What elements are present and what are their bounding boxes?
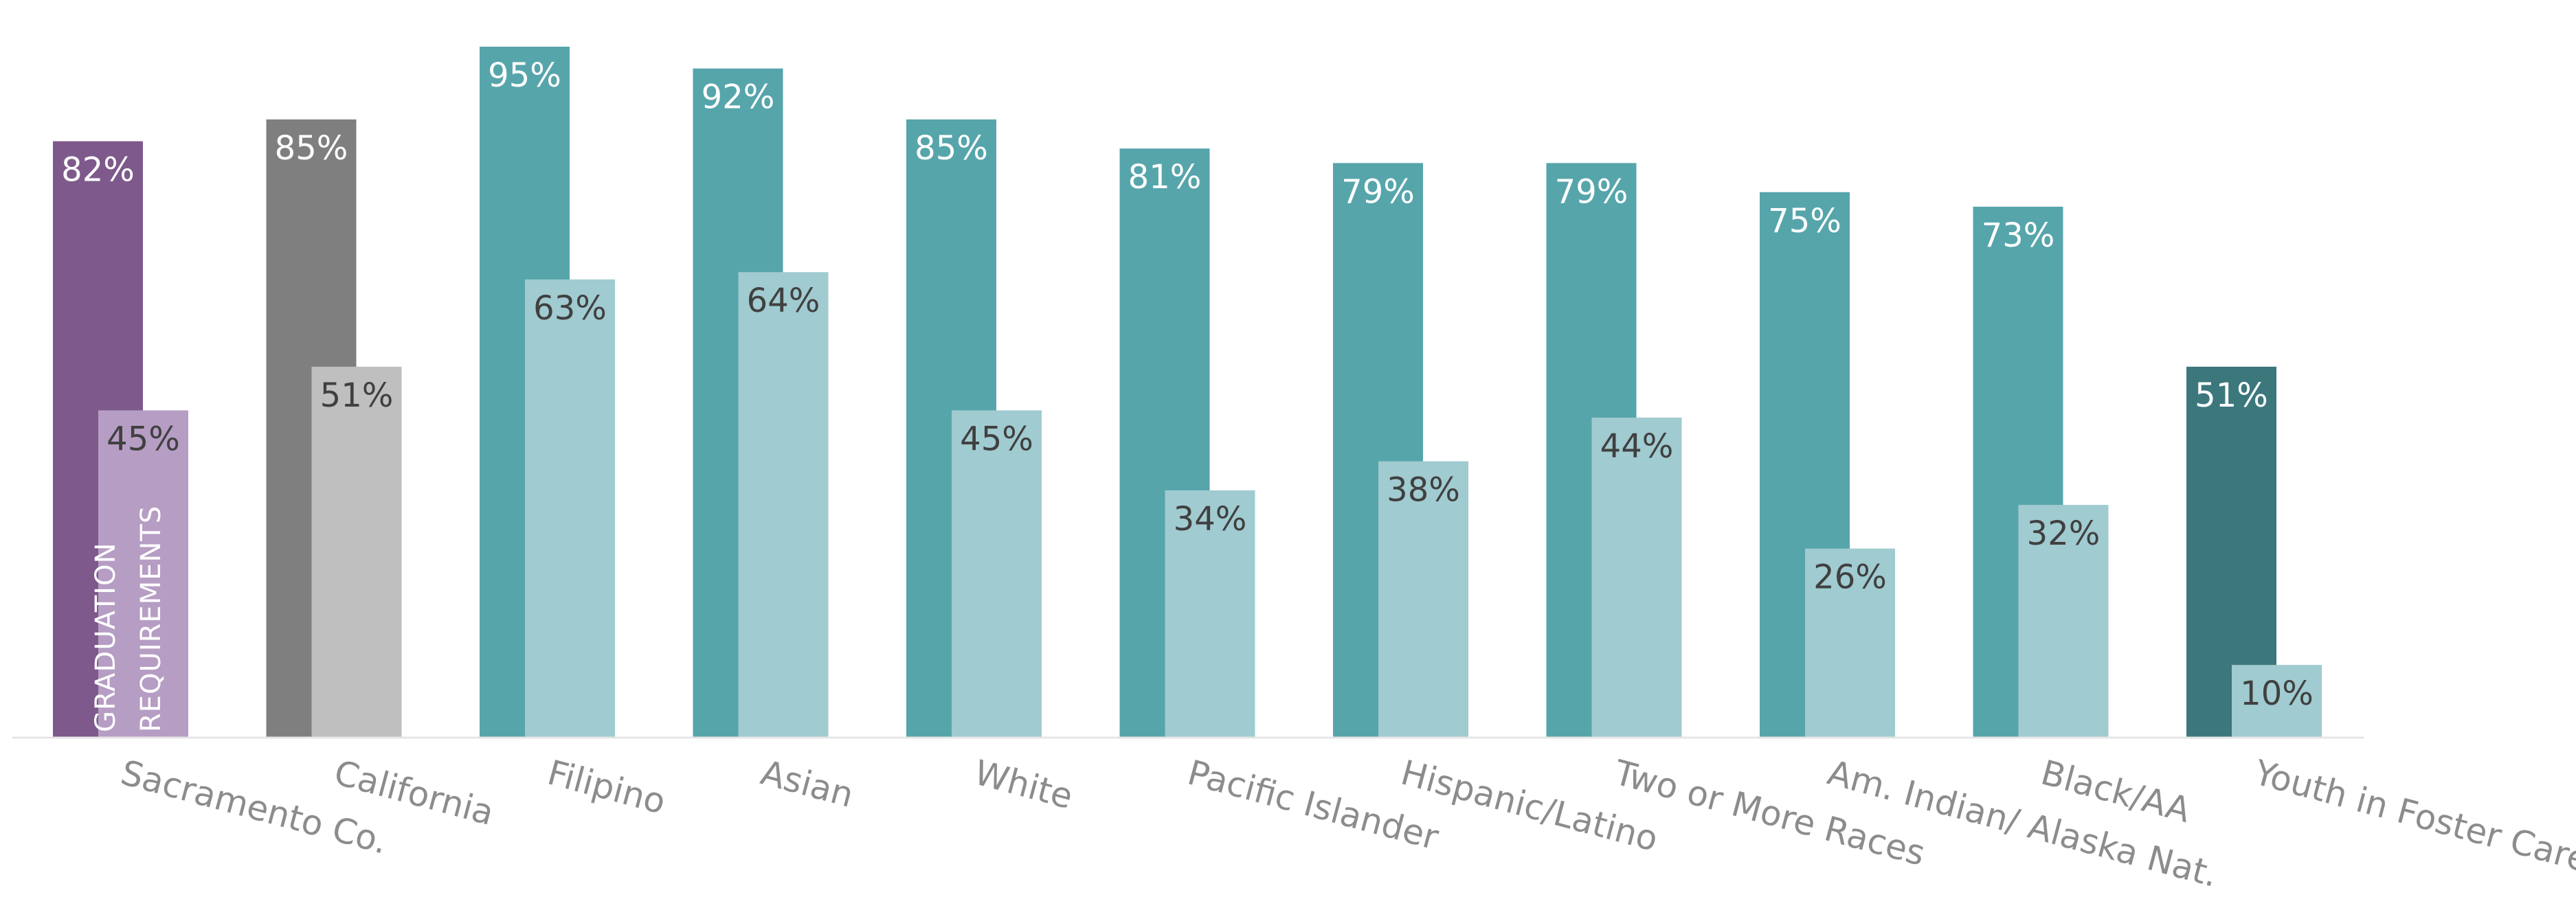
data-labels-group: 82% 45% 85% 51% 95% 63% 92% 64% 85% 45% 81% 34% 79% 3… [61, 56, 2314, 713]
data-label-secondary-0: 45% [107, 420, 180, 458]
bar-secondary-9 [2018, 505, 2109, 738]
data-label-primary-8: 75% [1768, 202, 1841, 240]
data-label-secondary-1: 51% [320, 376, 394, 415]
data-label-primary-2: 95% [488, 56, 561, 95]
data-label-primary-3: 92% [702, 78, 775, 117]
data-label-secondary-2: 63% [533, 289, 607, 328]
x-tick-label-4: White [970, 753, 1077, 817]
x-tick-label-10: Youth in Foster Care [2250, 752, 2576, 880]
bar-secondary-6 [1378, 461, 1468, 738]
data-label-secondary-4: 45% [960, 420, 1033, 458]
bar-secondary-0 [98, 410, 188, 738]
x-tick-label-2: Filipino [544, 753, 670, 822]
data-label-primary-0: 82% [61, 151, 135, 190]
bar-secondary-3 [738, 272, 829, 738]
bar-secondary-2 [525, 279, 615, 738]
data-label-primary-6: 79% [1341, 172, 1415, 211]
bar-secondary-4 [952, 410, 1042, 738]
data-label-secondary-8: 26% [1813, 558, 1887, 597]
data-label-primary-9: 73% [1982, 216, 2055, 255]
annotation-line-0: GRADUATION [90, 542, 122, 732]
data-label-secondary-5: 34% [1174, 500, 1247, 538]
data-label-primary-10: 51% [2195, 376, 2268, 415]
annotation-line-1: REQUIREMENTS [135, 506, 167, 732]
data-label-primary-4: 85% [915, 129, 988, 168]
bar-secondary-7 [1591, 418, 1682, 738]
data-label-secondary-10: 10% [2240, 674, 2314, 713]
data-label-primary-5: 81% [1128, 158, 1202, 196]
x-axis-labels-group: Sacramento Co.California Filipino Asian Whi… [117, 752, 2576, 895]
bars-group [53, 46, 2322, 738]
bar-secondary-10 [2232, 665, 2322, 738]
x-tick-label-3: Asian [757, 753, 858, 815]
annotations-group: GRADUATION REQUIREMENTS [90, 506, 167, 732]
data-label-secondary-9: 32% [2027, 514, 2101, 553]
data-label-secondary-3: 64% [747, 282, 820, 320]
data-label-secondary-6: 38% [1387, 471, 1460, 510]
bar-secondary-8 [1805, 548, 1895, 738]
data-label-primary-1: 85% [275, 129, 348, 168]
data-label-primary-7: 79% [1555, 172, 1628, 211]
data-label-secondary-7: 44% [1600, 427, 1674, 466]
bar-secondary-5 [1165, 490, 1255, 738]
bar-secondary-1 [311, 366, 402, 738]
